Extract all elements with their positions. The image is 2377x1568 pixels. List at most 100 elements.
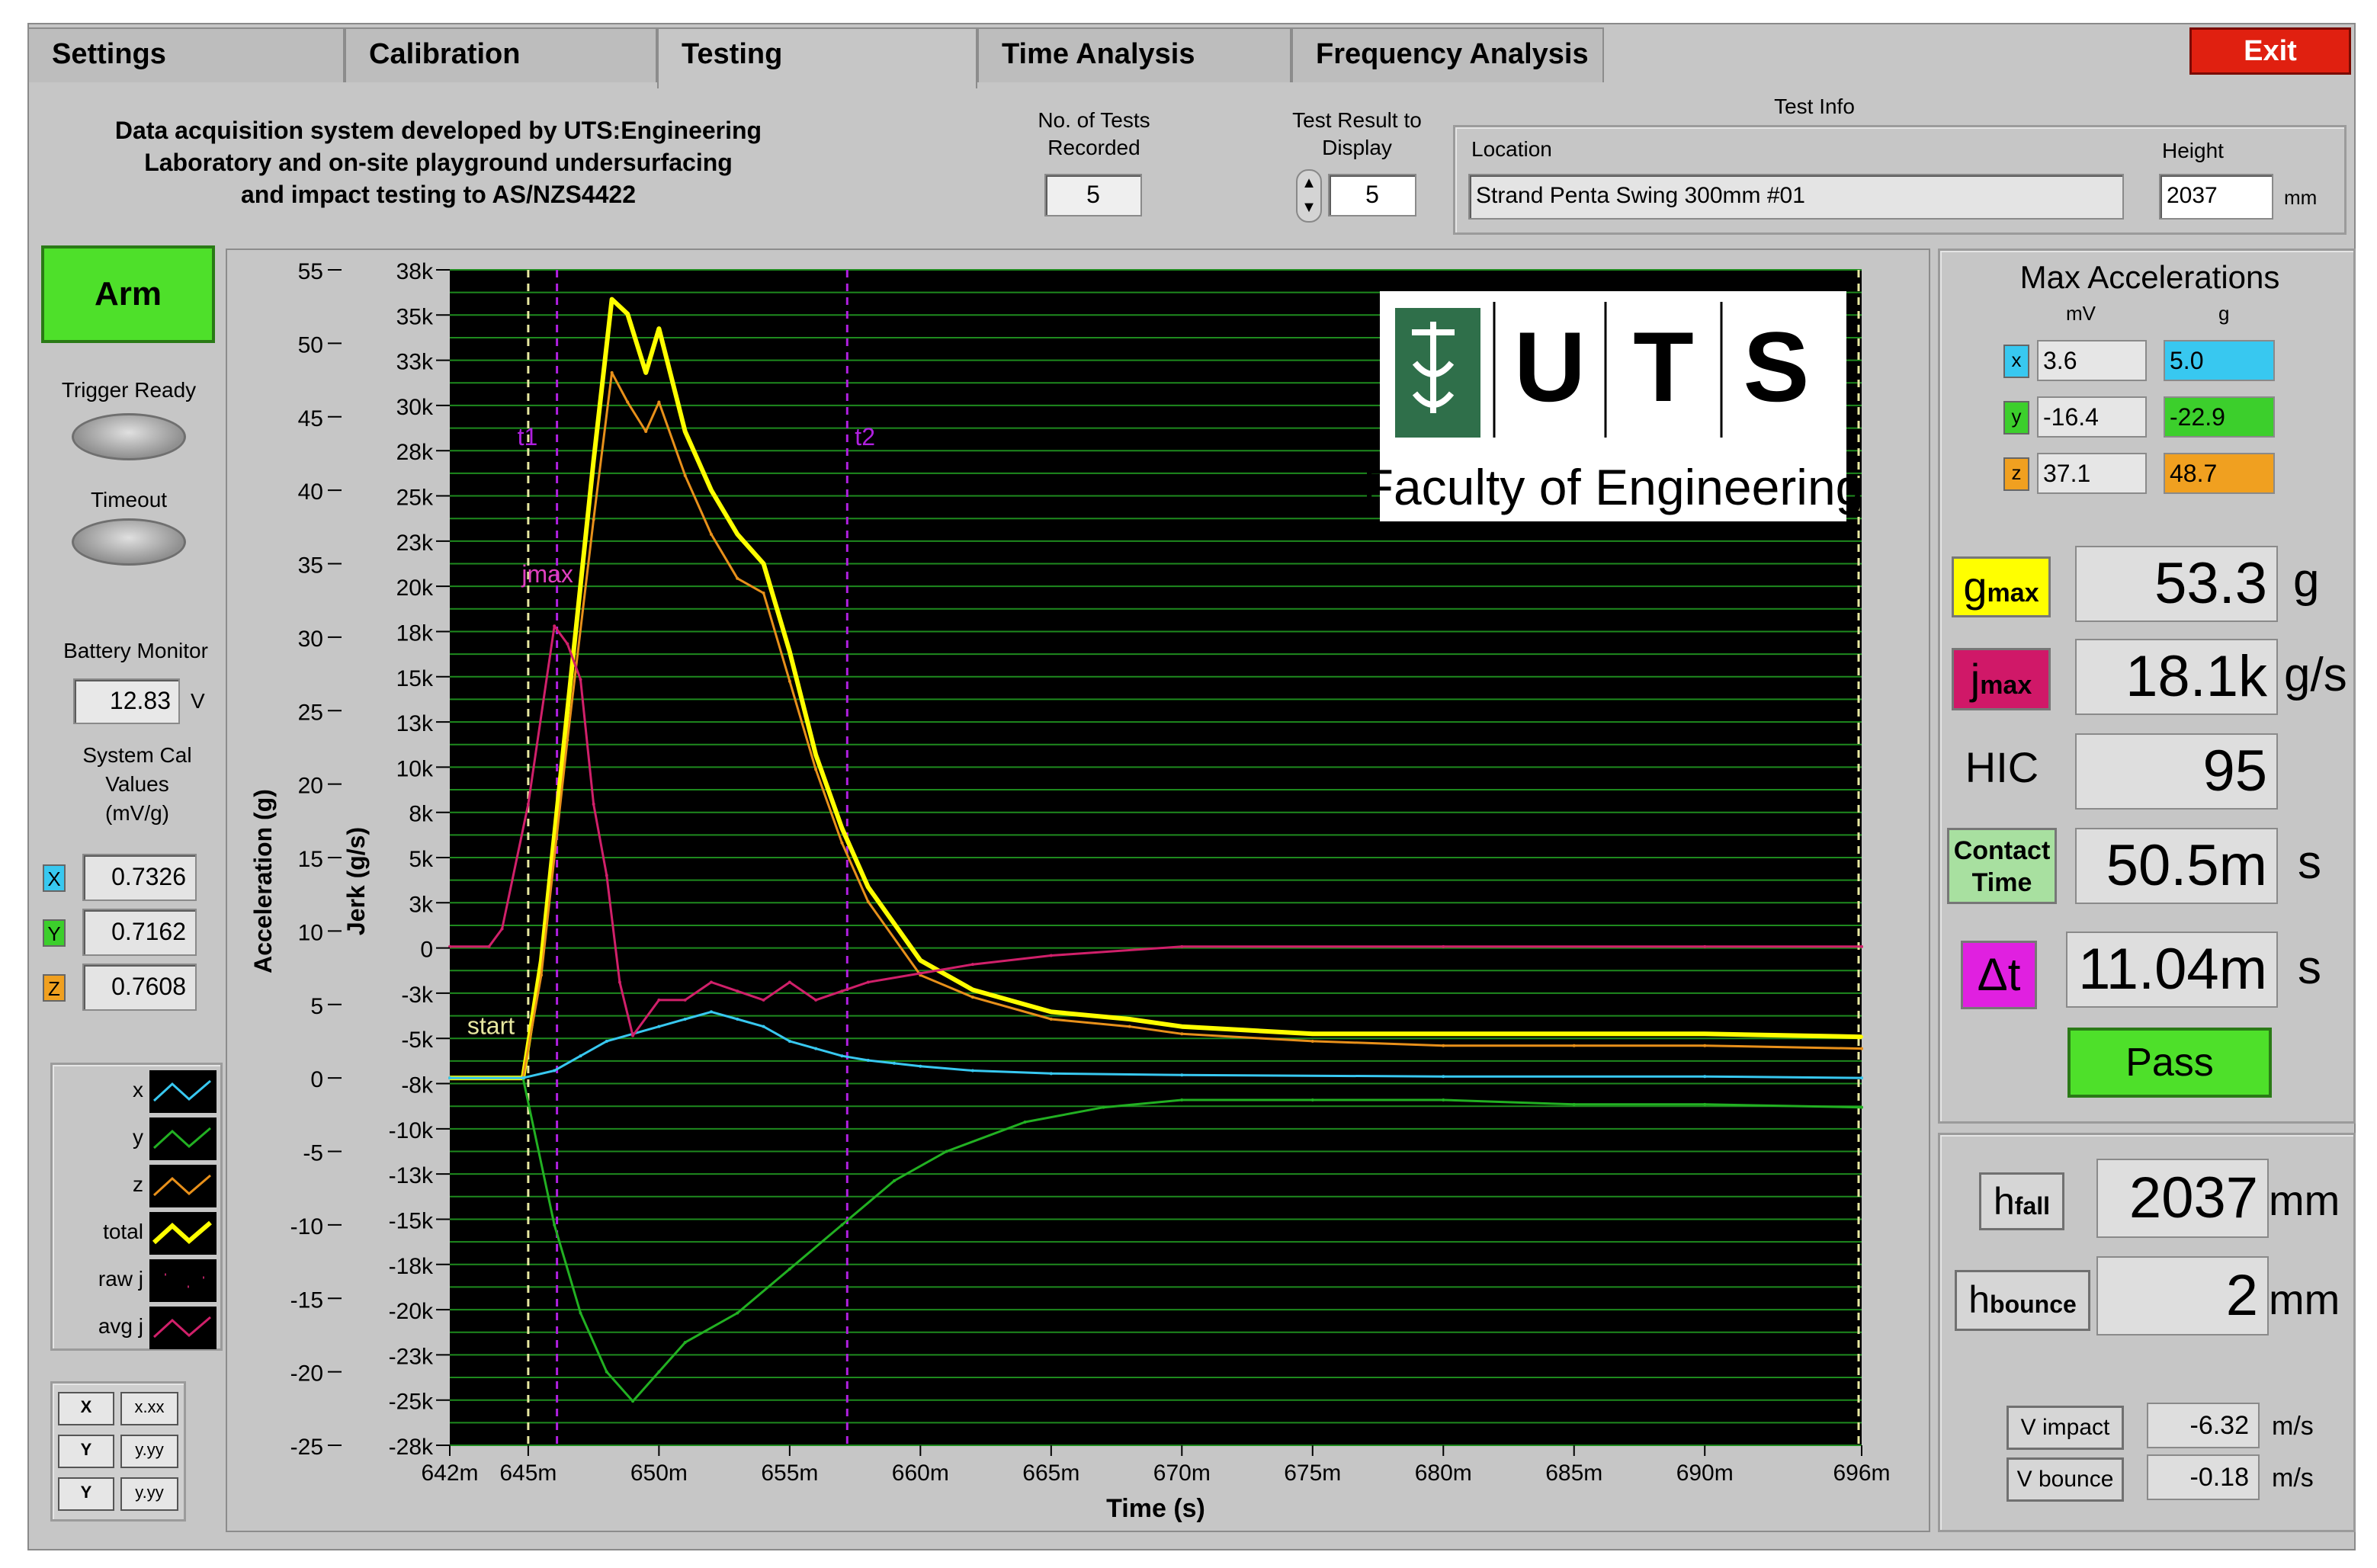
- data-point-y: [605, 1370, 608, 1374]
- exit-button[interactable]: Exit: [2189, 27, 2351, 75]
- data-point-z: [840, 841, 844, 845]
- tab-testing[interactable]: Testing: [657, 27, 977, 88]
- y-right-tick-label: 33k: [396, 350, 434, 375]
- x-tick-label: 642m: [421, 1461, 478, 1486]
- axis-ticks: 5550454035302520151050-5-10-15-20-2538k3…: [290, 259, 1891, 1486]
- tab-settings[interactable]: Settings: [27, 27, 345, 82]
- legend-item: y: [55, 1114, 220, 1160]
- x-tick-label: 655m: [761, 1461, 818, 1486]
- data-point-z: [736, 576, 739, 580]
- battery-monitor-label: Battery Monitor: [63, 639, 208, 662]
- hbounce-value: 2: [2096, 1256, 2269, 1336]
- plot-legend: [50, 1063, 223, 1351]
- jmax-value: 18.1k: [2075, 639, 2278, 715]
- data-point-z: [644, 430, 648, 434]
- spinner-up-icon[interactable]: ▲: [1301, 175, 1317, 191]
- data-point-avg-j: [500, 927, 504, 931]
- arm-button[interactable]: Arm: [41, 245, 215, 343]
- data-point-y: [553, 1223, 557, 1227]
- cal-x-tag: X: [43, 864, 66, 892]
- logo-letter: T: [1633, 311, 1693, 422]
- spinner-down-icon[interactable]: ▼: [1301, 199, 1317, 216]
- cal-x-field: 0.7326: [82, 854, 197, 901]
- data-point-x: [709, 1010, 713, 1014]
- location-field[interactable]: Strand Penta Swing 300mm #01: [1468, 174, 2124, 220]
- data-point-avg-j: [1442, 944, 1445, 948]
- label-line: System Cal: [82, 743, 192, 767]
- timeout-led: [72, 518, 186, 566]
- hic-label: HIC: [1965, 743, 2039, 791]
- data-point-avg-j: [866, 980, 870, 984]
- data-point-total: [788, 650, 791, 654]
- description-line: Laboratory and on-site playground unders…: [144, 149, 733, 176]
- tab-calibration[interactable]: Calibration: [345, 27, 657, 82]
- data-point-y: [1703, 1102, 1707, 1106]
- logo-letter: S: [1743, 311, 1810, 422]
- max-acc-rows: x 3.6 5.0 y -16.4 -22.9 z 37.1 48.7: [1997, 335, 2287, 503]
- x-tick-label: 680m: [1415, 1461, 1472, 1486]
- hbounce-button[interactable]: hbounce: [1955, 1270, 2090, 1331]
- y-left-tick-label: -20: [290, 1361, 323, 1387]
- scale-axis-icon[interactable]: Y: [58, 1435, 114, 1468]
- hfall-button[interactable]: hfall: [1979, 1172, 2064, 1230]
- delta-t-tag: Δt: [1961, 941, 2037, 1009]
- y-right-tick-label: -25k: [389, 1390, 434, 1415]
- scale-axis-icon[interactable]: X: [58, 1392, 114, 1425]
- v-impact-unit: m/s: [2272, 1412, 2314, 1441]
- y-left-tick-label: 10: [298, 920, 323, 945]
- data-point-total: [814, 753, 818, 757]
- test-info-frame: [1453, 125, 2347, 235]
- y-left-tick-label: 35: [298, 553, 323, 579]
- height-field[interactable]: 2037: [2159, 174, 2273, 220]
- battery-unit: V: [191, 689, 205, 713]
- data-point-z: [540, 973, 544, 977]
- data-point-y: [657, 1370, 661, 1374]
- y-left-tick-label: 20: [298, 774, 323, 799]
- y-right-tick-label: 10k: [396, 756, 434, 781]
- heights-frame: [1938, 1133, 2356, 1532]
- scale-format-icon[interactable]: y.yy: [120, 1435, 178, 1468]
- axis-tag: y: [2003, 401, 2029, 434]
- scale-format-icon[interactable]: x.xx: [120, 1392, 178, 1425]
- axis-tag: z: [2003, 457, 2029, 491]
- legend-label: total: [103, 1220, 143, 1243]
- tab-label: Frequency Analysis: [1316, 38, 1589, 70]
- scale-format-icon[interactable]: y.yy: [120, 1477, 178, 1511]
- description-text: Data acquisition system developed by UTS…: [61, 114, 816, 210]
- data-point-total: [1180, 1024, 1184, 1028]
- data-point-z: [1442, 1044, 1445, 1047]
- cal-y-tag: Y: [43, 919, 66, 947]
- cal-z-tag: Z: [43, 974, 66, 1002]
- v-impact-button[interactable]: V impact: [2006, 1406, 2124, 1450]
- y-left-tick-label: 0: [310, 1067, 323, 1092]
- height-unit: mm: [2284, 186, 2318, 209]
- data-point-avg-j: [762, 998, 765, 1002]
- marker-label-start: start: [467, 1012, 515, 1039]
- data-point-total: [1310, 1032, 1314, 1036]
- data-point-z: [566, 738, 569, 742]
- max-acc-row: x 3.6 5.0: [1997, 335, 2287, 381]
- data-point-total: [1572, 1032, 1576, 1036]
- marker-label-t1: t1: [518, 423, 538, 451]
- test-result-spinner[interactable]: ▲ ▼: [1296, 169, 1322, 223]
- y-right-tick-label: -3k: [401, 983, 434, 1008]
- scale-axis-icon[interactable]: Y: [58, 1477, 114, 1511]
- legend-item: x: [55, 1067, 220, 1113]
- data-point-x: [448, 1076, 451, 1080]
- legend-label: avg j: [98, 1314, 143, 1338]
- tab-label: Calibration: [369, 38, 521, 70]
- v-bounce-button[interactable]: V bounce: [2006, 1457, 2124, 1502]
- data-point-y: [1572, 1102, 1576, 1106]
- data-point-z: [592, 518, 595, 521]
- tab-frequency-analysis[interactable]: Frequency Analysis: [1291, 27, 1604, 82]
- y-right-tick-label: -20k: [389, 1299, 434, 1324]
- test-result-field[interactable]: 5: [1328, 174, 1416, 216]
- data-point-total: [683, 430, 687, 434]
- y-left-tick-label: 55: [298, 259, 323, 284]
- tab-time-analysis[interactable]: Time Analysis: [977, 27, 1291, 82]
